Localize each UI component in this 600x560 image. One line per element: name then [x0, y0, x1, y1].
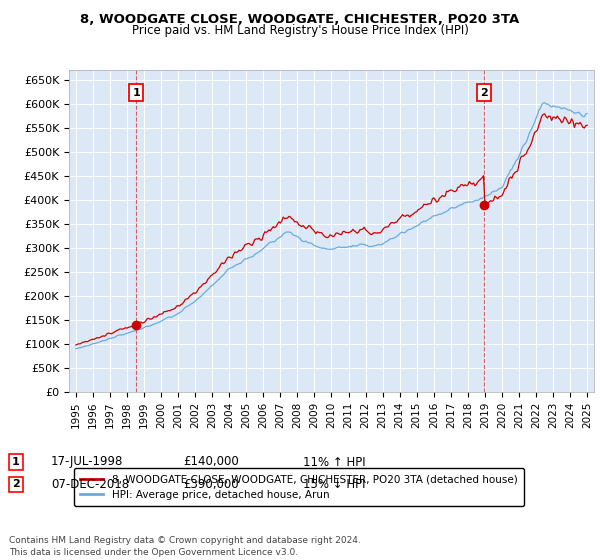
Text: 2: 2 — [479, 87, 487, 97]
Text: 07-DEC-2018: 07-DEC-2018 — [51, 478, 129, 491]
Text: 2: 2 — [12, 479, 20, 489]
Text: 1: 1 — [132, 87, 140, 97]
Text: 11% ↑ HPI: 11% ↑ HPI — [303, 455, 365, 469]
Text: 15% ↓ HPI: 15% ↓ HPI — [303, 478, 365, 491]
Text: 17-JUL-1998: 17-JUL-1998 — [51, 455, 124, 469]
Text: Price paid vs. HM Land Registry's House Price Index (HPI): Price paid vs. HM Land Registry's House … — [131, 24, 469, 37]
Text: £140,000: £140,000 — [183, 455, 239, 469]
Text: £390,000: £390,000 — [183, 478, 239, 491]
Text: 1: 1 — [12, 457, 20, 467]
Text: Contains HM Land Registry data © Crown copyright and database right 2024.
This d: Contains HM Land Registry data © Crown c… — [9, 536, 361, 557]
Legend: 8, WOODGATE CLOSE, WOODGATE, CHICHESTER, PO20 3TA (detached house), HPI: Average: 8, WOODGATE CLOSE, WOODGATE, CHICHESTER,… — [74, 468, 524, 506]
Text: 8, WOODGATE CLOSE, WOODGATE, CHICHESTER, PO20 3TA: 8, WOODGATE CLOSE, WOODGATE, CHICHESTER,… — [80, 13, 520, 26]
